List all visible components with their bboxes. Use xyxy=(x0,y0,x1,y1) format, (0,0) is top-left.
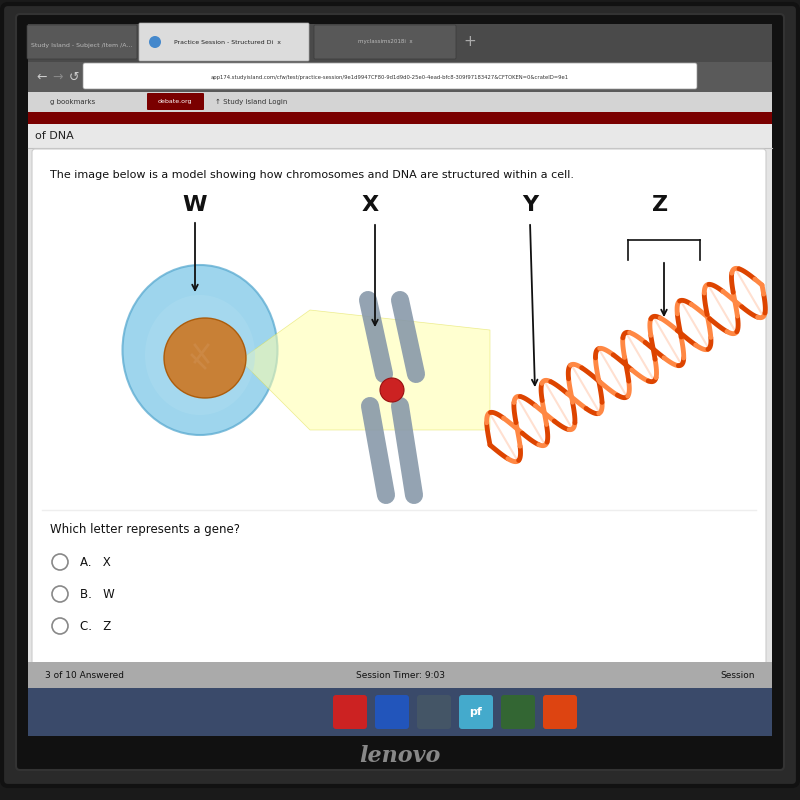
Circle shape xyxy=(149,36,161,48)
FancyBboxPatch shape xyxy=(16,14,784,770)
Text: myclassims2018i  x: myclassims2018i x xyxy=(358,39,412,45)
Bar xyxy=(28,736,772,768)
FancyBboxPatch shape xyxy=(83,63,697,89)
Bar xyxy=(28,24,772,62)
Circle shape xyxy=(52,554,68,570)
Text: ←: ← xyxy=(37,70,47,83)
Bar xyxy=(28,92,772,112)
Text: →: → xyxy=(53,70,63,83)
FancyBboxPatch shape xyxy=(417,695,451,729)
Text: C.   Z: C. Z xyxy=(80,619,111,633)
FancyBboxPatch shape xyxy=(333,695,367,729)
Text: debate.org: debate.org xyxy=(158,99,192,105)
Ellipse shape xyxy=(122,265,278,435)
FancyBboxPatch shape xyxy=(459,695,493,729)
FancyBboxPatch shape xyxy=(32,149,766,665)
Ellipse shape xyxy=(145,295,255,415)
Bar xyxy=(28,688,772,736)
Text: Y: Y xyxy=(522,195,538,215)
Text: Study Island - Subject /Item /A...: Study Island - Subject /Item /A... xyxy=(31,42,133,47)
Text: W: W xyxy=(182,195,207,215)
Bar xyxy=(28,124,772,688)
Circle shape xyxy=(380,378,404,402)
Text: A.   X: A. X xyxy=(80,555,110,569)
Bar xyxy=(28,112,772,124)
Bar xyxy=(28,62,772,92)
FancyBboxPatch shape xyxy=(375,695,409,729)
Text: Z: Z xyxy=(652,195,668,215)
Text: app174.studyisland.com/cfw/test/practice-session/9e1d9947CF80-9d1d9d0-25e0-4ead-: app174.studyisland.com/cfw/test/practice… xyxy=(211,74,569,79)
Text: of DNA: of DNA xyxy=(35,131,74,141)
FancyBboxPatch shape xyxy=(501,695,535,729)
Text: Which letter represents a gene?: Which letter represents a gene? xyxy=(50,523,240,537)
FancyBboxPatch shape xyxy=(543,695,577,729)
Text: Session Timer: 9:03: Session Timer: 9:03 xyxy=(355,670,445,679)
FancyBboxPatch shape xyxy=(27,25,137,59)
Bar xyxy=(28,124,772,148)
Text: g bookmarks: g bookmarks xyxy=(50,99,95,105)
Text: 3 of 10 Answered: 3 of 10 Answered xyxy=(45,670,124,679)
Text: ↺: ↺ xyxy=(69,70,79,83)
Bar xyxy=(28,662,772,688)
Text: The image below is a model showing how chromosomes and DNA are structured within: The image below is a model showing how c… xyxy=(50,170,574,180)
Circle shape xyxy=(52,586,68,602)
FancyBboxPatch shape xyxy=(139,23,309,61)
Circle shape xyxy=(52,618,68,634)
Ellipse shape xyxy=(164,318,246,398)
Text: ↑ Study Island Login: ↑ Study Island Login xyxy=(215,99,287,105)
FancyBboxPatch shape xyxy=(2,4,798,786)
Text: X: X xyxy=(362,195,378,215)
FancyBboxPatch shape xyxy=(314,25,456,59)
Text: Practice Session - Structured Di  x: Practice Session - Structured Di x xyxy=(174,39,282,45)
Text: Session: Session xyxy=(721,670,755,679)
Text: pf: pf xyxy=(470,707,482,717)
FancyBboxPatch shape xyxy=(147,93,204,110)
Polygon shape xyxy=(240,310,490,430)
Text: +: + xyxy=(464,34,476,50)
Text: B.   W: B. W xyxy=(80,587,114,601)
Text: lenovo: lenovo xyxy=(359,745,441,767)
